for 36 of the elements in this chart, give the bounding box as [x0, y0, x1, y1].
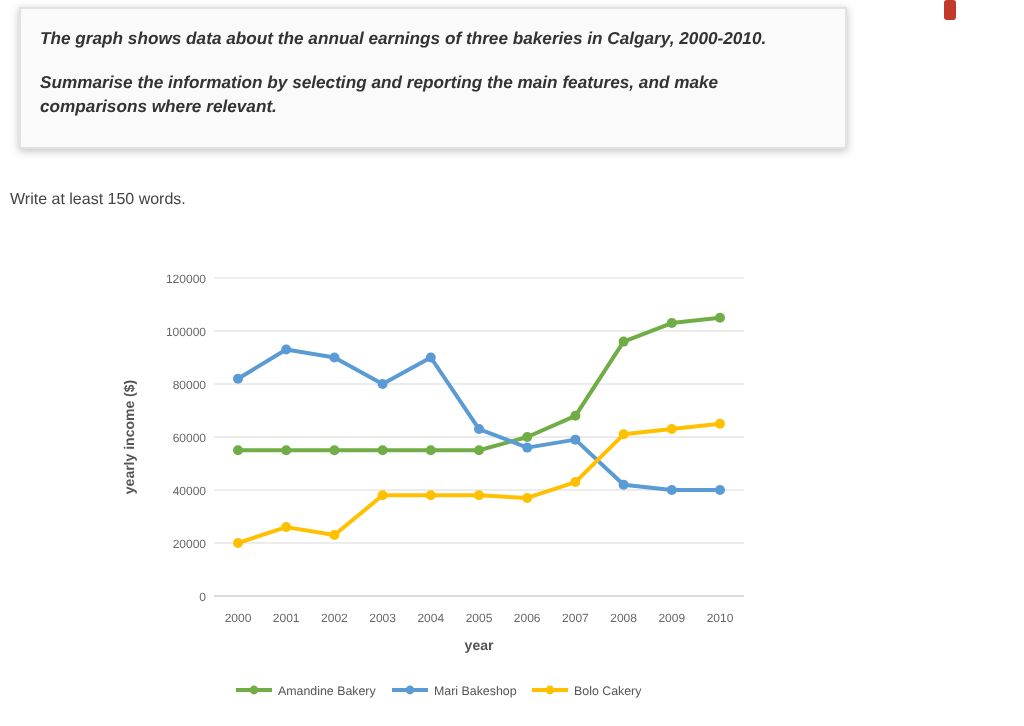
point — [666, 424, 677, 435]
point — [666, 485, 677, 495]
point — [281, 344, 292, 355]
point — [715, 312, 725, 323]
text: Write at least 150 words. — [10, 190, 186, 208]
point — [377, 445, 388, 456]
point — [281, 522, 292, 533]
point — [377, 490, 388, 501]
point — [618, 429, 629, 440]
point — [618, 479, 629, 490]
point — [425, 445, 436, 456]
chart-subtitle: Summarise the information by selecting and reporting the main features, and make comparisons where relevant. — [40, 72, 719, 116]
point — [522, 492, 533, 503]
point — [377, 379, 388, 389]
point — [425, 490, 436, 501]
point — [666, 318, 677, 329]
point — [329, 530, 340, 541]
point — [233, 373, 243, 384]
point — [329, 352, 340, 363]
point — [570, 477, 581, 488]
point — [522, 432, 533, 442]
point — [715, 485, 725, 495]
point — [715, 418, 725, 429]
point — [474, 490, 484, 501]
point — [281, 445, 292, 456]
point — [570, 434, 581, 445]
point — [425, 352, 436, 363]
point — [474, 445, 484, 456]
point — [474, 424, 484, 435]
point — [329, 445, 340, 456]
chart-title: The graph shows data about the annual earnings of three bakeries in Calgary, 2000-2010. — [40, 28, 767, 48]
point — [618, 336, 629, 347]
point — [233, 445, 243, 456]
point — [233, 538, 243, 548]
point — [522, 442, 533, 453]
point — [570, 410, 581, 421]
